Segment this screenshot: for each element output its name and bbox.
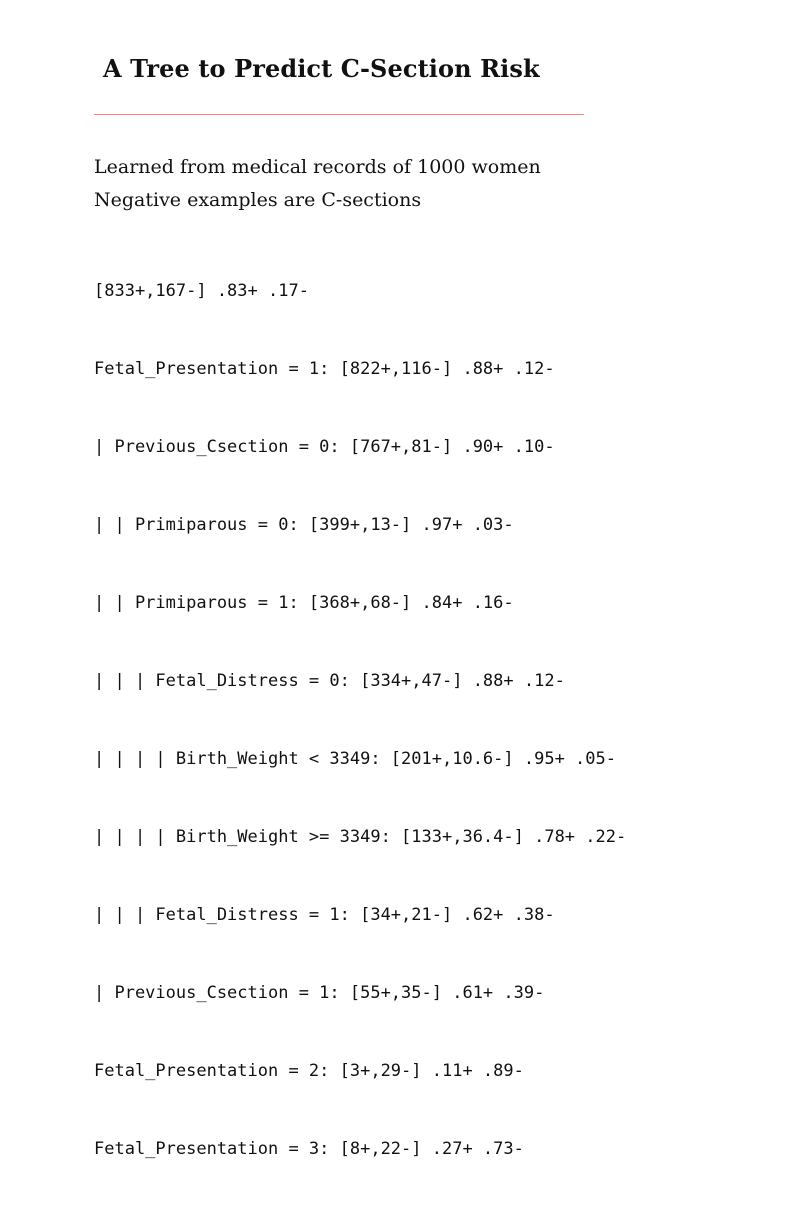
title-divider: [94, 114, 584, 115]
tree-line-primiparous-1: | | Primiparous = 1: [368+,68-] .84+ .16…: [94, 593, 514, 613]
tree-line-fetal-presentation-2: Fetal_Presentation = 2: [3+,29-] .11+ .8…: [94, 1061, 524, 1081]
slide-title: A Tree to Predict C-Section Risk: [103, 54, 540, 83]
tree-line-previous-csection-0: | Previous_Csection = 0: [767+,81-] .90+…: [94, 437, 555, 457]
tree-line-birth-weight-ge: | | | | Birth_Weight >= 3349: [133+,36.4…: [94, 827, 627, 847]
tree-line-primiparous-0: | | Primiparous = 0: [399+,13-] .97+ .03…: [94, 515, 514, 535]
tree-line-fetal-distress-1: | | | Fetal_Distress = 1: [34+,21-] .62+…: [94, 905, 555, 925]
tree-line-previous-csection-1: | Previous_Csection = 1: [55+,35-] .61+ …: [94, 983, 545, 1003]
tree-line-fetal-presentation-3: Fetal_Presentation = 3: [8+,22-] .27+ .7…: [94, 1139, 524, 1159]
tree-line-birth-weight-lt: | | | | Birth_Weight < 3349: [201+,10.6-…: [94, 749, 616, 769]
decision-tree-listing: [833+,167-] .83+ .17- Fetal_Presentation…: [94, 226, 640, 1214]
intro-line-negatives: Negative examples are C-sections: [94, 189, 422, 211]
tree-line-fetal-presentation-1: Fetal_Presentation = 1: [822+,116-] .88+…: [94, 359, 555, 379]
intro-text: Learned from medical records of 1000 wom…: [94, 151, 541, 217]
intro-line-records: Learned from medical records of 1000 wom…: [94, 156, 541, 178]
tree-line-fetal-distress-0: | | | Fetal_Distress = 0: [334+,47-] .88…: [94, 671, 565, 691]
slide: A Tree to Predict C-Section Risk Learned…: [94, 54, 626, 1159]
tree-line-root: [833+,167-] .83+ .17-: [94, 281, 309, 301]
